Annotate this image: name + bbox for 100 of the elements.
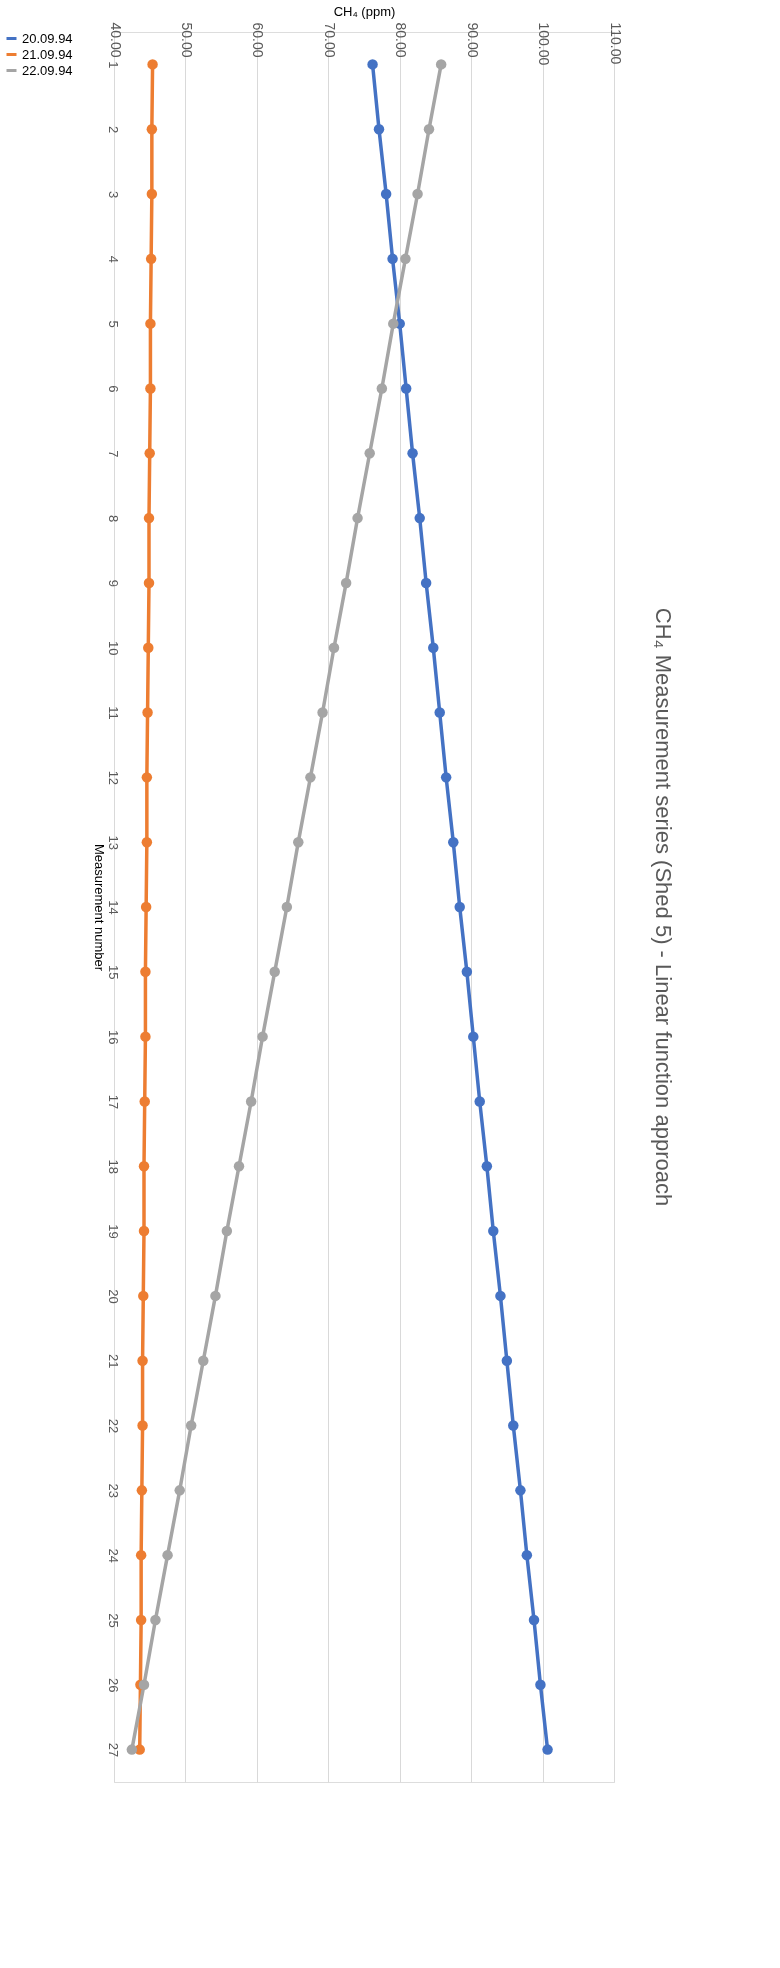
point [221, 1225, 233, 1237]
point [141, 772, 153, 783]
point [198, 1355, 209, 1366]
point [407, 448, 418, 459]
point [135, 1614, 147, 1626]
point [137, 1355, 148, 1366]
point [414, 512, 425, 524]
point [501, 1355, 513, 1366]
point [143, 577, 155, 589]
y-tick-label: 3 [105, 190, 121, 199]
point [468, 1031, 479, 1042]
point [150, 1614, 161, 1626]
point [144, 448, 155, 459]
point [412, 188, 423, 200]
point [138, 1679, 150, 1691]
point [145, 383, 156, 394]
point [328, 642, 340, 653]
y-tick-label: 6 [105, 385, 121, 393]
x-axis-title: CH₄ (ppm) [333, 3, 396, 19]
y-tick-label: 16 [105, 1029, 121, 1045]
point [135, 1549, 147, 1561]
y-tick-label: 9 [105, 579, 121, 588]
y-tick-label: 12 [105, 770, 121, 786]
point [388, 318, 399, 329]
point [528, 1614, 540, 1626]
point [141, 836, 153, 848]
y-tick-label: 27 [105, 1742, 121, 1758]
point [142, 707, 153, 718]
point [143, 512, 155, 524]
y-tick-label: 25 [105, 1613, 121, 1628]
y-tick-label: 8 [105, 514, 121, 523]
point [461, 966, 473, 978]
x-tick-label: 90.00 [464, 22, 481, 58]
y-tick-label: 2 [105, 126, 121, 134]
x-tick-label: 60.00 [250, 22, 267, 58]
point [448, 836, 459, 848]
y-tick-label: 18 [105, 1159, 121, 1174]
point [210, 1290, 221, 1302]
x-tick-label: 50.00 [178, 22, 195, 58]
point [380, 188, 392, 200]
y-tick-label: 19 [105, 1224, 121, 1239]
legend-label: 20.09.94 [22, 30, 73, 46]
point [495, 1290, 506, 1302]
point [138, 1290, 149, 1302]
point [185, 1420, 197, 1431]
point [521, 1549, 533, 1561]
point [535, 1679, 546, 1691]
y-tick-label: 26 [105, 1678, 121, 1693]
point [317, 707, 328, 718]
point [145, 253, 157, 265]
y-tick-label: 14 [105, 900, 121, 915]
point [140, 966, 151, 978]
y-tick-label: 17 [105, 1094, 121, 1110]
point [257, 1031, 268, 1042]
point [420, 577, 432, 589]
y-tick-label: 22 [105, 1418, 121, 1434]
point [146, 188, 158, 200]
point [269, 966, 280, 978]
point [400, 253, 411, 265]
point [481, 1161, 493, 1172]
point [474, 1096, 485, 1107]
legend-label: 21.09.94 [22, 46, 73, 62]
point [162, 1549, 173, 1561]
y-axis-title: Measurement number [91, 843, 107, 972]
y-tick-label: 24 [105, 1548, 121, 1563]
y-tick-label: 4 [105, 255, 121, 263]
point [126, 1744, 138, 1755]
y-tick-label: 10 [105, 641, 121, 656]
x-tick-label: 80.00 [393, 22, 410, 58]
point [508, 1420, 519, 1431]
point [440, 772, 452, 783]
point [143, 642, 154, 653]
point [434, 707, 445, 718]
point [340, 577, 352, 589]
x-tick-label: 110.00 [607, 22, 624, 65]
point [138, 1225, 150, 1237]
point [435, 59, 447, 70]
point [140, 1031, 151, 1042]
x-tick-label: 100.00 [536, 22, 553, 66]
y-tick-label: 7 [105, 450, 121, 458]
x-tick-label: 70.00 [321, 22, 338, 58]
point [423, 123, 435, 135]
point [136, 1485, 148, 1496]
point [352, 512, 363, 524]
y-tick-label: 11 [105, 706, 121, 720]
point [245, 1096, 257, 1107]
point [488, 1225, 499, 1237]
point [145, 318, 156, 329]
point [376, 383, 388, 394]
point [140, 901, 152, 913]
point [305, 772, 316, 783]
y-tick-label: 23 [105, 1483, 121, 1499]
y-tick-label: 5 [105, 320, 121, 328]
point [147, 59, 158, 70]
x-tick-label: 40.00 [107, 22, 124, 58]
point [139, 1096, 150, 1107]
point [373, 123, 385, 135]
point [174, 1485, 185, 1496]
point [387, 253, 398, 265]
y-tick-label: 1 [105, 61, 121, 69]
